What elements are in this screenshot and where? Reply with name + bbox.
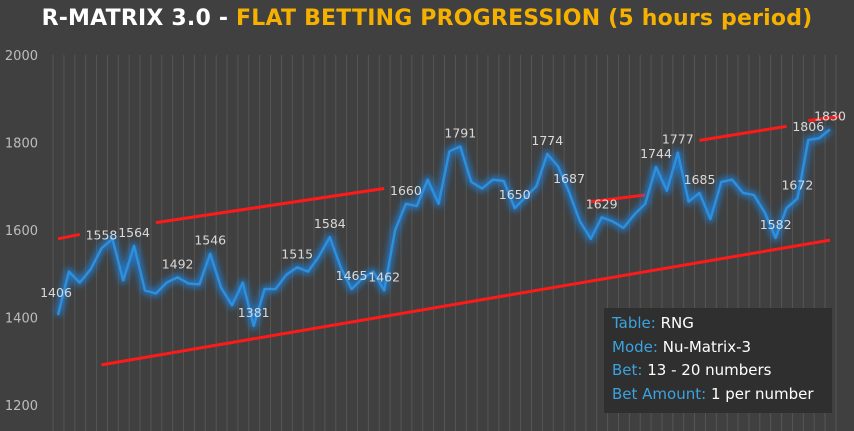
info-amount-value: 1 per number — [710, 384, 814, 403]
info-table-row: Table: RNG — [612, 312, 824, 336]
y-tick-label: 1800 — [5, 137, 38, 152]
data-label: 1744 — [640, 146, 672, 161]
data-label: 1492 — [162, 256, 194, 271]
info-table-value: RNG — [660, 314, 694, 332]
data-label: 1629 — [586, 196, 618, 211]
series-line — [56, 128, 831, 328]
data-label: 1777 — [662, 132, 694, 147]
info-amount-row: Bet Amount: 1 per number — [612, 383, 824, 407]
balance-series — [54, 126, 833, 330]
y-axis-tick-labels: 1200 1400 1600 1800 2000 — [5, 49, 38, 414]
y-tick-label: 1400 — [5, 312, 38, 327]
data-label: 1685 — [684, 172, 716, 187]
data-label: 1406 — [40, 285, 72, 300]
info-amount-label: Bet Amount: — [612, 384, 707, 403]
y-tick-label: 1600 — [5, 224, 38, 239]
data-label: 1546 — [194, 233, 226, 248]
data-label: 1672 — [781, 178, 813, 193]
trend-line — [101, 238, 831, 367]
data-label: 1584 — [314, 216, 346, 231]
info-box: Table: RNG Mode: Nu-Matrix-3 Bet: 13 - 2… — [604, 308, 832, 413]
chart-title-accent: FLAT BETTING PROGRESSION (5 hours period… — [236, 6, 813, 31]
info-bet-row: Bet: 13 - 20 numbers — [612, 359, 824, 383]
chart-title-main: R-MATRIX 3.0 - — [41, 6, 237, 31]
info-mode-value: Nu-Matrix-3 — [662, 337, 752, 356]
info-bet-label: Bet: — [612, 361, 643, 379]
chart-title: R-MATRIX 3.0 - FLAT BETTING PROGRESSION … — [0, 6, 854, 31]
data-label: 1830 — [814, 108, 846, 123]
data-label: 1564 — [118, 225, 150, 240]
data-label: 1650 — [499, 187, 531, 202]
data-label: 1806 — [792, 119, 824, 134]
vertical-gridlines — [52, 55, 837, 431]
trend-line — [57, 232, 81, 241]
trend-line — [699, 124, 787, 142]
data-label: 1791 — [444, 125, 476, 140]
data-label: 1381 — [238, 305, 270, 320]
y-tick-label: 1200 — [5, 399, 38, 414]
info-mode-label: Mode: — [612, 337, 658, 356]
data-label: 1465 — [336, 268, 368, 283]
trend-line — [808, 114, 842, 123]
trend-lines — [57, 114, 842, 367]
data-label: 1515 — [281, 246, 313, 261]
info-bet-value: 13 - 20 numbers — [647, 361, 772, 379]
trend-line — [590, 193, 646, 204]
data-label: 1774 — [531, 133, 563, 148]
data-label: 1462 — [368, 269, 400, 284]
data-label: 1687 — [553, 171, 585, 186]
data-label: 1558 — [86, 227, 118, 242]
trend-line — [155, 186, 385, 225]
info-mode-row: Mode: Nu-Matrix-3 — [612, 336, 824, 360]
info-table-label: Table: — [612, 314, 656, 332]
y-tick-label: 2000 — [5, 49, 38, 64]
data-label: 1582 — [760, 217, 792, 232]
data-label: 1660 — [390, 183, 422, 198]
